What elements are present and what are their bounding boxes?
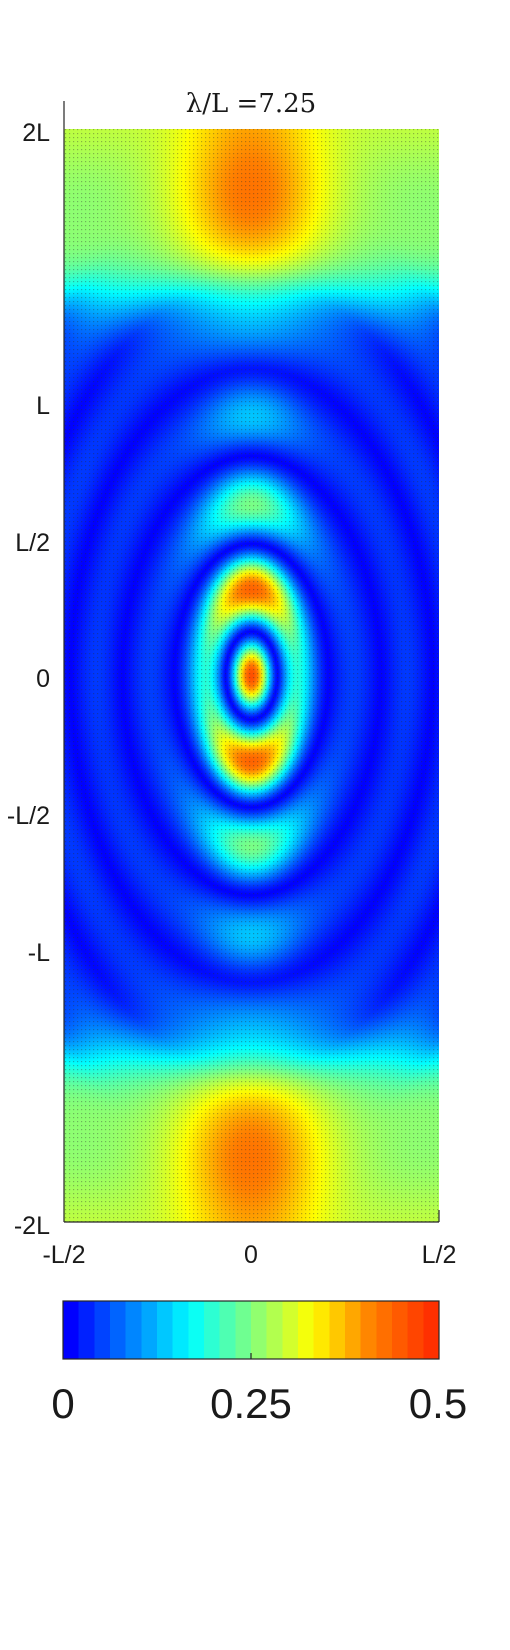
y-tick-label-neg-L: -L [28, 939, 50, 967]
mesh-texture [64, 129, 439, 1222]
x-tick-label-0: 0 [244, 1241, 258, 1269]
x-tick-label-neg-half-L: -L/2 [42, 1241, 85, 1269]
colorbar: 0 0.25 0.5 [51, 1300, 467, 1427]
colorbar-tick-label-0-5: 0.5 [409, 1380, 467, 1427]
x-axis-ticks: -L/2 0 L/2 [42, 1241, 456, 1269]
x-tick-label-half-L: L/2 [422, 1241, 457, 1269]
y-axis-ticks: 2L L L/2 0 -L/2 -L -2L [7, 119, 50, 1240]
y-tick-label-L: L [36, 392, 50, 420]
y-tick-label-neg-half-L: -L/2 [7, 802, 50, 830]
colorbar-gradient [62, 1300, 440, 1360]
chart-title: λ/L =7.25 [186, 89, 316, 119]
y-tick-label-2L: 2L [22, 119, 50, 147]
y-tick-label-neg-2L: -2L [14, 1212, 50, 1240]
y-tick-label-0: 0 [36, 665, 50, 693]
colorbar-tick-label-0: 0 [51, 1380, 74, 1427]
plot-area [64, 129, 439, 1222]
y-tick-label-half-L: L/2 [15, 529, 50, 557]
colorbar-tick-label-0-25: 0.25 [210, 1380, 292, 1427]
